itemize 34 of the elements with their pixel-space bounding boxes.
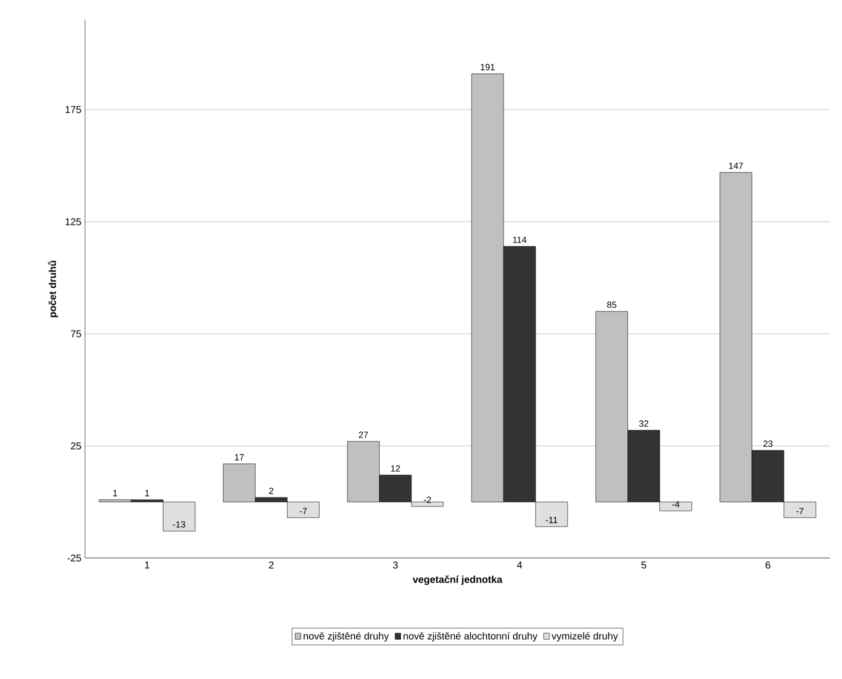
- legend-label: nově zjištěné druhy: [304, 632, 389, 642]
- data-label: 114: [513, 236, 526, 243]
- y-tick-label: 175: [66, 106, 82, 114]
- y-tick-label: 25: [70, 442, 82, 450]
- data-label: 2: [269, 488, 274, 494]
- x-tick-label: 1: [145, 562, 150, 568]
- legend-label: nově zjištěné alochtonní druhy: [404, 632, 538, 642]
- x-tick-label: 6: [766, 562, 770, 569]
- data-label: 147: [729, 162, 743, 169]
- data-label: 32: [639, 420, 648, 427]
- data-label: 1: [113, 490, 118, 496]
- data-label: 23: [763, 440, 773, 447]
- y-tick-label: 125: [66, 218, 82, 226]
- x-tick-label: 3: [393, 562, 398, 569]
- y-tick-label: -25: [68, 554, 82, 562]
- data-label: 12: [391, 465, 400, 472]
- data-label: 17: [234, 454, 244, 460]
- data-label: -7: [796, 508, 804, 514]
- y-tick-label: 75: [70, 330, 82, 338]
- data-label: -2: [424, 496, 431, 503]
- x-axis-title: vegetační jednotka: [412, 575, 502, 585]
- data-label: -7: [300, 508, 307, 514]
- x-tick-label: 2: [268, 562, 274, 568]
- data-label: 85: [607, 302, 616, 308]
- data-label: 191: [480, 64, 495, 70]
- data-label: -11: [546, 516, 558, 524]
- legend-label: vymizelé druhy: [552, 632, 618, 642]
- data-label: 1: [145, 490, 150, 496]
- data-label: 27: [358, 432, 368, 438]
- data-label: -13: [173, 521, 186, 528]
- y-axis-title: počet druhů: [48, 260, 58, 318]
- x-tick-label: 4: [517, 562, 522, 568]
- x-tick-label: 5: [641, 562, 646, 568]
- data-label: -4: [672, 501, 680, 508]
